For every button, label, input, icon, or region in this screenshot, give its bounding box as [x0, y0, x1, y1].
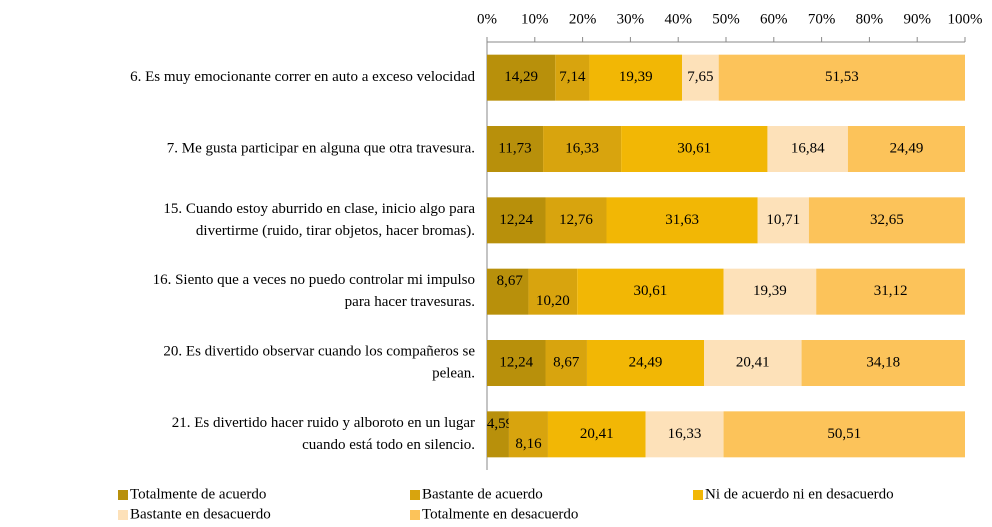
- y-tick-label: 21. Es divertido hacer ruido y alboroto …: [172, 415, 475, 431]
- x-tick-label: 60%: [760, 11, 788, 27]
- x-tick-label: 40%: [664, 11, 692, 27]
- bar-segment: [847, 126, 965, 172]
- data-label: 16,33: [565, 140, 599, 156]
- x-tick-label: 100%: [948, 11, 983, 27]
- legend-swatch: [118, 490, 128, 500]
- data-label: 51,53: [825, 69, 859, 85]
- bar-segment: [487, 126, 544, 172]
- data-label: 8,16: [515, 436, 542, 452]
- x-tick-label: 10%: [521, 11, 549, 27]
- x-tick-label: 80%: [856, 11, 884, 27]
- data-label: 20,41: [580, 426, 614, 442]
- legend-label: Bastante en desacuerdo: [130, 506, 271, 522]
- bar-segment: [704, 340, 802, 386]
- data-label: 50,51: [827, 426, 861, 442]
- bar-segment: [555, 54, 590, 101]
- bar-segment: [682, 54, 719, 101]
- legend-label: Ni de acuerdo ni en desacuerdo: [705, 486, 894, 502]
- data-label: 30,61: [633, 283, 667, 299]
- data-label: 30,61: [677, 140, 711, 156]
- y-tick-label: 15. Cuando estoy aburrido en clase, inic…: [163, 201, 475, 217]
- y-tick-label: para hacer travesuras.: [345, 294, 475, 310]
- bar-segment: [543, 126, 622, 172]
- bar-segment: [589, 54, 683, 101]
- bar-segment: [606, 197, 758, 244]
- bar-segment: [508, 411, 548, 458]
- bar-segment: [577, 268, 724, 315]
- bar-segment: [547, 411, 646, 458]
- y-tick-label: cuando está todo en silencio.: [302, 437, 475, 453]
- data-label: 24,49: [890, 140, 924, 156]
- x-tick-label: 50%: [712, 11, 740, 27]
- bar-segment: [487, 197, 546, 244]
- y-tick-label: divertirme (ruido, tirar objetos, hacer …: [196, 223, 475, 239]
- bar-segment: [545, 197, 607, 244]
- legend-swatch: [410, 510, 420, 520]
- bar-segment: [621, 126, 768, 172]
- x-tick-label: 30%: [617, 11, 645, 27]
- bar-segment: [718, 54, 965, 101]
- data-label: 19,39: [619, 69, 653, 85]
- bar-segment: [586, 340, 705, 386]
- bar-segment: [767, 126, 848, 172]
- y-tick-label: 7. Me gusta participar en alguna que otr…: [167, 140, 475, 156]
- legend-swatch: [118, 510, 128, 520]
- data-label: 20,41: [736, 354, 770, 370]
- x-tick-label: 70%: [808, 11, 836, 27]
- data-label: 24,49: [629, 354, 663, 370]
- data-label: 12,24: [499, 212, 533, 228]
- bar-segment: [487, 411, 509, 458]
- bar-segment: [487, 268, 529, 315]
- bar-segment: [801, 340, 965, 386]
- legend-swatch: [693, 490, 703, 500]
- legend-label: Totalmente en desacuerdo: [422, 506, 578, 522]
- data-label: 12,24: [499, 354, 533, 370]
- data-label: 8,67: [497, 273, 524, 289]
- data-label: 8,67: [553, 354, 580, 370]
- data-label: 12,76: [559, 212, 593, 228]
- bar-segment: [723, 268, 817, 315]
- x-tick-label: 20%: [569, 11, 597, 27]
- data-label: 19,39: [753, 283, 787, 299]
- y-tick-label: 6. Es muy emocionante correr en auto a e…: [130, 69, 475, 85]
- data-label: 7,14: [559, 69, 586, 85]
- data-label: 16,84: [791, 140, 825, 156]
- bar-segment: [487, 54, 556, 101]
- data-label: 10,20: [536, 293, 570, 309]
- legend-swatch: [410, 490, 420, 500]
- bar-segment: [545, 340, 587, 386]
- data-label: 11,73: [498, 140, 531, 156]
- data-label: 31,12: [874, 283, 908, 299]
- y-tick-label: 20. Es divertido observar cuando los com…: [163, 343, 475, 359]
- bar-segment: [528, 268, 578, 315]
- x-tick-label: 0%: [477, 11, 497, 27]
- x-tick-label: 90%: [903, 11, 931, 27]
- legend-label: Totalmente de acuerdo: [130, 486, 266, 502]
- y-tick-label: 16. Siento que a veces no puedo controla…: [153, 272, 475, 288]
- legend-label: Bastante de acuerdo: [422, 486, 543, 502]
- bar-segment: [487, 340, 546, 386]
- data-label: 32,65: [870, 212, 904, 228]
- data-label: 34,18: [866, 354, 900, 370]
- data-label: 31,63: [665, 212, 699, 228]
- data-label: 7,65: [687, 69, 713, 85]
- data-label: 16,33: [668, 426, 702, 442]
- bar-segment: [808, 197, 965, 244]
- y-tick-label: pelean.: [432, 365, 475, 381]
- data-label: 14,29: [504, 69, 538, 85]
- bar-segment: [816, 268, 965, 315]
- data-label: 10,71: [766, 212, 800, 228]
- bar-segment: [723, 411, 965, 458]
- data-label: 4,59: [487, 416, 513, 432]
- bar-segment: [757, 197, 809, 244]
- bar-segment: [645, 411, 724, 458]
